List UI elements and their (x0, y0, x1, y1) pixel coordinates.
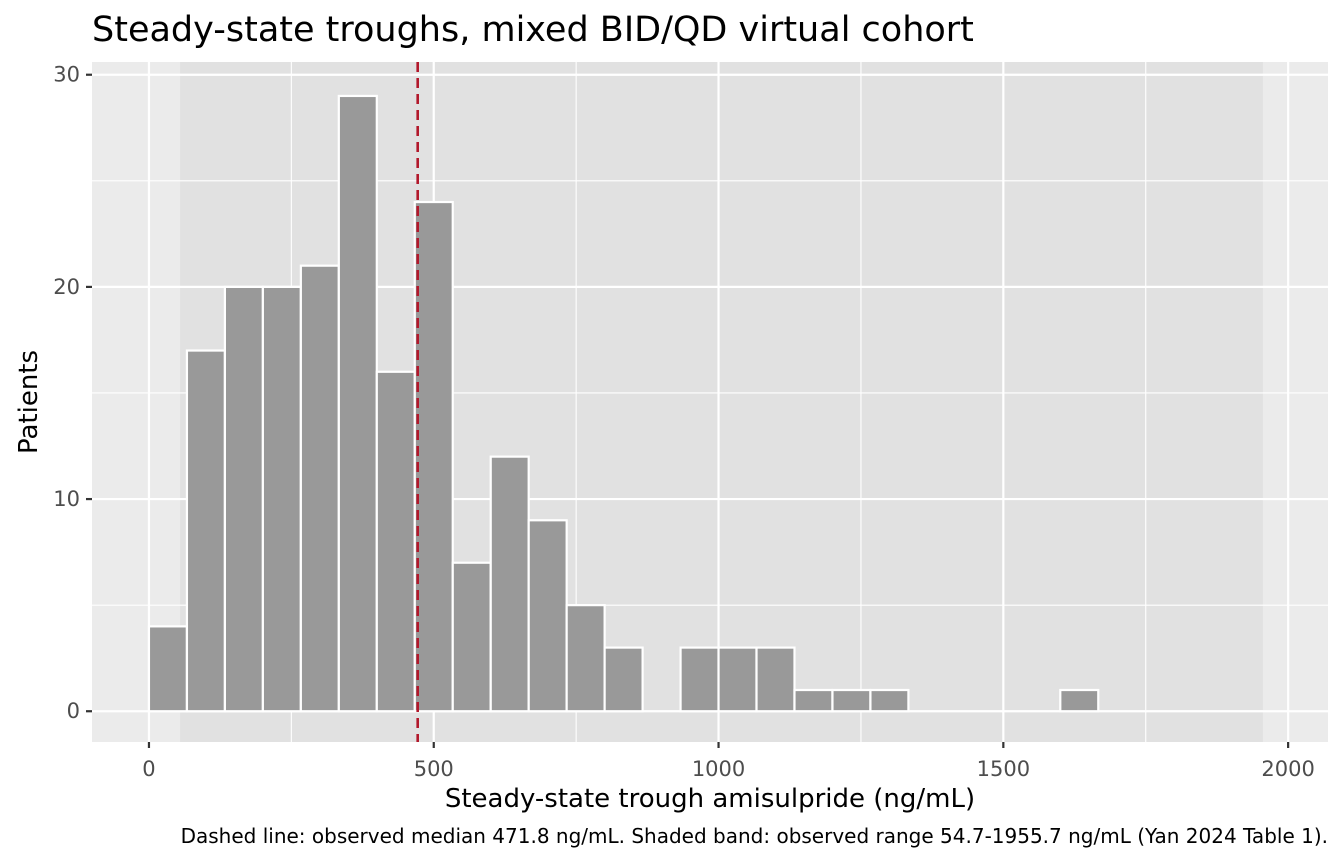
histogram-bar (375, 370, 416, 713)
histogram-bar (1059, 688, 1100, 713)
axis-tick-labels: 0 500 1000 1500 2000 0 10 20 30 (53, 63, 1315, 781)
histogram-bar (869, 688, 910, 713)
histogram-bar (299, 264, 340, 713)
histogram-bars (147, 94, 1100, 713)
y-axis-title: Patients (14, 350, 44, 454)
x-tick-label: 1000 (692, 757, 745, 781)
y-tick-label: 30 (53, 63, 80, 87)
x-tick-label: 500 (414, 757, 454, 781)
x-axis-title: Steady-state trough amisulpride (ng/mL) (445, 784, 975, 814)
histogram-bar (223, 285, 264, 713)
histogram-bar (527, 519, 568, 713)
histogram-bar (261, 285, 302, 713)
x-tick-label: 1500 (977, 757, 1030, 781)
histogram-bar (185, 349, 227, 713)
histogram-bar (679, 646, 720, 713)
histogram-bar (147, 625, 189, 713)
y-tick-label: 10 (53, 487, 80, 511)
histogram-bar (451, 561, 492, 713)
histogram-bar (717, 646, 758, 713)
chart-caption: Dashed line: observed median 471.8 ng/mL… (181, 824, 1328, 848)
histogram-bar (413, 200, 454, 713)
histogram-bar (489, 455, 530, 713)
histogram-bar (831, 688, 872, 713)
axis-ticks (86, 73, 1290, 748)
histogram-bar (755, 646, 796, 713)
histogram-bar (603, 646, 644, 713)
y-tick-label: 20 (53, 275, 80, 299)
x-tick-label: 2000 (1261, 757, 1314, 781)
y-tick-label: 0 (67, 699, 80, 723)
histogram-bar (565, 604, 606, 713)
histogram-bar (337, 94, 378, 713)
histogram-bar (793, 688, 834, 713)
chart-title: Steady-state troughs, mixed BID/QD virtu… (92, 10, 974, 50)
x-tick-label: 0 (142, 757, 155, 781)
